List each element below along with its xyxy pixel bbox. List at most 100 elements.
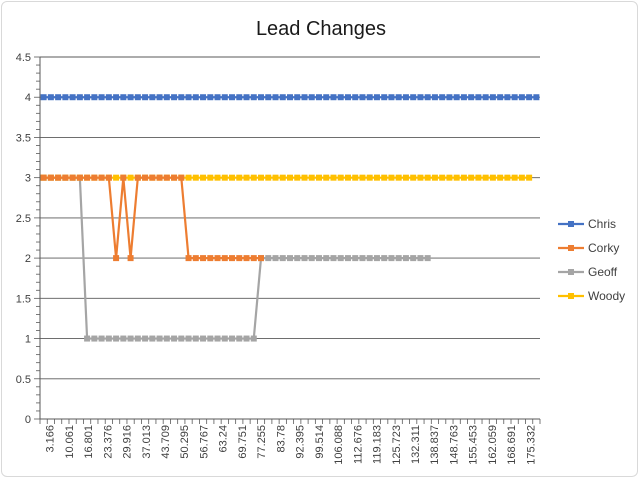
data-point — [497, 94, 504, 101]
data-point — [344, 174, 351, 181]
data-point — [482, 174, 489, 181]
data-point — [229, 94, 236, 101]
data-point — [272, 94, 279, 101]
data-point — [468, 94, 475, 101]
data-point — [381, 174, 388, 181]
data-point — [156, 94, 163, 101]
data-point — [366, 174, 373, 181]
data-point — [402, 174, 409, 181]
data-point — [308, 94, 315, 101]
data-point — [344, 94, 351, 101]
data-point — [308, 174, 315, 181]
series-chris — [40, 94, 540, 101]
data-point — [265, 255, 272, 262]
x-tick-label: 162.059 — [487, 425, 499, 465]
data-point — [337, 174, 344, 181]
x-tick-label: 50.295 — [179, 425, 191, 459]
data-point — [388, 255, 395, 262]
y-tick-label: 1.5 — [16, 293, 31, 305]
x-tick-label: 69.751 — [237, 425, 249, 459]
data-point — [395, 174, 402, 181]
data-point — [171, 335, 178, 342]
data-point — [98, 174, 105, 181]
legend-label: Chris — [588, 217, 616, 231]
data-point — [178, 174, 185, 181]
legend-item-chris: Chris — [558, 217, 616, 231]
data-point — [134, 335, 141, 342]
x-tick-label: 99.514 — [314, 425, 326, 459]
data-point — [178, 94, 185, 101]
data-point — [207, 94, 214, 101]
data-point — [163, 174, 170, 181]
x-tick-label: 155.453 — [468, 425, 480, 465]
data-point — [446, 94, 453, 101]
data-point — [359, 174, 366, 181]
data-point — [366, 94, 373, 101]
data-point — [192, 174, 199, 181]
data-point — [127, 335, 134, 342]
y-tick-label: 4 — [25, 92, 31, 104]
data-point — [149, 174, 156, 181]
data-point — [395, 94, 402, 101]
data-point — [91, 335, 98, 342]
data-point — [352, 174, 359, 181]
data-point — [468, 174, 475, 181]
x-tick-label: 37.013 — [141, 425, 153, 459]
gridlines — [40, 56, 540, 380]
data-point — [40, 174, 47, 181]
x-tick-label: 63.24 — [218, 425, 230, 453]
data-point — [243, 174, 250, 181]
data-point — [417, 94, 424, 101]
data-point — [236, 255, 243, 262]
data-point — [330, 174, 337, 181]
data-point — [395, 255, 402, 262]
data-point — [185, 335, 192, 342]
data-point — [149, 335, 156, 342]
data-point — [381, 94, 388, 101]
data-point — [330, 94, 337, 101]
data-point — [265, 94, 272, 101]
data-point — [315, 174, 322, 181]
data-point — [344, 255, 351, 262]
data-point — [359, 255, 366, 262]
data-point — [243, 335, 250, 342]
data-point — [402, 255, 409, 262]
x-tick-label: 132.311 — [410, 425, 422, 464]
data-point — [221, 335, 228, 342]
data-point — [482, 94, 489, 101]
data-point — [127, 94, 134, 101]
data-point — [156, 335, 163, 342]
data-point — [200, 94, 207, 101]
x-tick-label: 119.183 — [372, 425, 384, 464]
legend-item-corky: Corky — [558, 241, 619, 255]
x-tick-label: 23.376 — [102, 425, 114, 459]
data-point — [301, 94, 308, 101]
data-point — [229, 335, 236, 342]
data-point — [76, 174, 83, 181]
data-point — [200, 174, 207, 181]
data-point — [105, 174, 112, 181]
data-point — [294, 174, 301, 181]
data-point — [446, 174, 453, 181]
y-tick-label: 1 — [25, 334, 31, 346]
x-tick-label: 148.763 — [448, 425, 460, 465]
data-point — [105, 335, 112, 342]
data-point — [250, 255, 257, 262]
data-point — [410, 255, 417, 262]
data-point — [171, 94, 178, 101]
data-point — [431, 94, 438, 101]
data-point — [323, 94, 330, 101]
data-point — [424, 255, 431, 262]
x-tick-label: 168.691 — [506, 425, 518, 465]
data-point — [156, 174, 163, 181]
data-point — [388, 174, 395, 181]
data-point — [417, 255, 424, 262]
x-tick-label: 16.801 — [83, 425, 95, 459]
data-point — [294, 255, 301, 262]
data-point — [287, 94, 293, 101]
data-point — [192, 255, 199, 262]
data-point — [113, 335, 120, 342]
legend-item-geoff: Geoff — [558, 265, 618, 279]
data-point — [47, 174, 54, 181]
y-tick-label: 3.5 — [16, 132, 31, 144]
